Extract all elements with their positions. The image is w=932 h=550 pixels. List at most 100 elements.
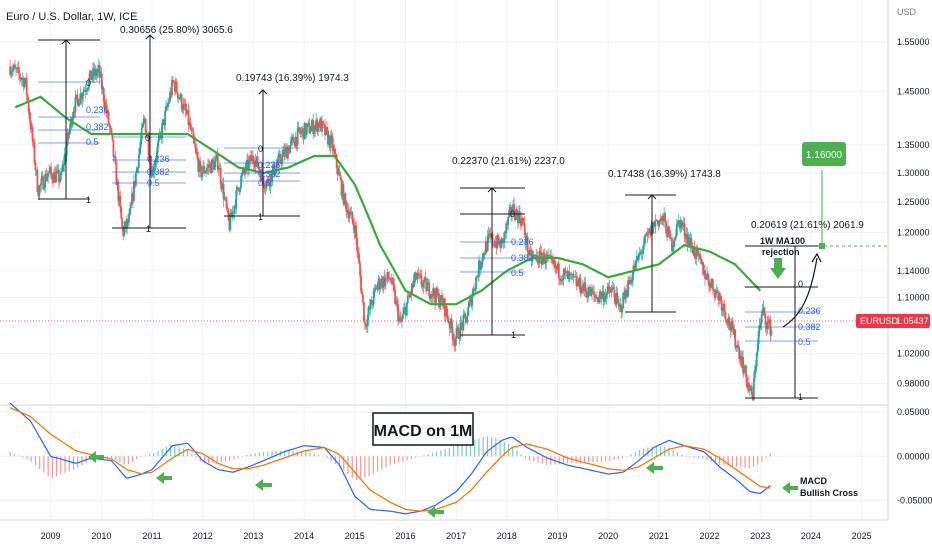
candle-body xyxy=(514,215,516,221)
candle-body xyxy=(235,190,238,209)
candle-body xyxy=(438,293,440,308)
price-tick-label: 1.45000 xyxy=(897,87,930,97)
candle-body xyxy=(709,286,711,288)
candle-body xyxy=(431,294,434,297)
candle-body xyxy=(373,288,376,291)
candle-body xyxy=(344,193,347,202)
candle-body xyxy=(607,286,610,287)
candle-body xyxy=(522,222,525,224)
macd-histogram-bar xyxy=(731,456,733,466)
candle-body xyxy=(660,218,663,222)
candle-body xyxy=(365,325,368,327)
candle-body xyxy=(390,279,393,283)
year-tick-label: 2012 xyxy=(193,531,213,541)
candle-body xyxy=(186,109,189,114)
candle-body xyxy=(711,279,714,290)
candle-body xyxy=(724,312,727,320)
candle-body xyxy=(29,119,32,130)
year-tick-label: 2016 xyxy=(395,531,415,541)
candle-body xyxy=(18,73,21,79)
candle-body xyxy=(448,323,451,329)
candle-body xyxy=(128,214,130,223)
macd-histogram-bar xyxy=(752,456,755,467)
candle-body xyxy=(767,321,770,323)
candle-body xyxy=(77,98,80,107)
macd-histogram-bar xyxy=(427,454,429,457)
price-tick-label: 1.10000 xyxy=(897,292,930,302)
candle-body xyxy=(248,160,250,171)
candle-body xyxy=(49,167,51,172)
candle-body xyxy=(766,321,769,329)
macd-histogram-bar xyxy=(414,456,417,458)
candle-body xyxy=(349,212,352,216)
candle-body xyxy=(168,101,170,104)
candle-body xyxy=(142,119,145,125)
candle-body xyxy=(341,184,344,196)
candle-body xyxy=(616,293,619,300)
currency-label: USD xyxy=(897,7,917,17)
macd-histogram-bar xyxy=(195,456,197,458)
candle-body xyxy=(718,295,721,301)
candle-body xyxy=(468,301,471,307)
candle-body xyxy=(230,212,233,218)
candle-body xyxy=(596,297,599,302)
macd-histogram-bar xyxy=(178,446,180,457)
candle-body xyxy=(492,243,495,245)
candle-body xyxy=(194,143,197,148)
candle-body xyxy=(730,321,733,331)
macd-histogram-bar xyxy=(216,456,218,463)
candle-body xyxy=(727,317,730,324)
candle-body xyxy=(626,296,628,298)
candle-body xyxy=(689,238,692,245)
candle-body xyxy=(166,106,168,108)
macd-histogram-bar xyxy=(360,456,362,479)
candle-body xyxy=(144,118,147,133)
price-tick-label: 1.20000 xyxy=(897,228,930,238)
candle-body xyxy=(263,184,266,189)
candle-body xyxy=(542,252,545,259)
candle-body xyxy=(556,266,558,270)
candle-body xyxy=(300,131,303,134)
candle-body xyxy=(523,223,526,236)
candle-body xyxy=(378,278,381,290)
fib-label-0236: 0.236 xyxy=(511,237,534,247)
macd-histogram-bar xyxy=(322,455,324,457)
symbol-title: Euro / U.S. Dollar, 1W, ICE xyxy=(6,11,137,23)
candle-body xyxy=(474,289,476,291)
candle-body xyxy=(541,258,544,265)
candle-body xyxy=(746,377,748,388)
candle-body xyxy=(342,184,345,205)
macd-histogram-bar xyxy=(313,453,315,457)
candle-body xyxy=(477,276,479,278)
macd-histogram-bar xyxy=(136,456,138,460)
candle-body xyxy=(309,131,312,134)
candle-body xyxy=(284,149,286,157)
candle-body xyxy=(288,145,291,154)
fib-label-1: 1 xyxy=(798,392,803,402)
candle-body xyxy=(672,240,675,247)
macd-histogram-bar xyxy=(474,439,476,457)
macd-histogram-bar xyxy=(419,456,421,457)
candle-body xyxy=(154,161,157,167)
measure-label: 0.19743 (16.39%) 1974.3 xyxy=(236,73,349,84)
macd-histogram-bar xyxy=(64,456,66,473)
candle-body xyxy=(76,94,79,99)
candle-body xyxy=(722,304,725,310)
candle-body xyxy=(544,262,547,264)
candle-body xyxy=(89,70,91,78)
fib-set-2013: 0 0.236 0.382 0.5 1 xyxy=(224,144,300,222)
candle-body xyxy=(723,304,726,313)
candle-body xyxy=(576,281,579,286)
candle-body xyxy=(699,254,702,259)
candle-body xyxy=(585,290,588,292)
candle-body xyxy=(461,324,464,330)
candle-body xyxy=(234,205,237,209)
candle-body xyxy=(75,94,78,98)
candle-body xyxy=(24,77,27,81)
candle-body xyxy=(137,154,140,169)
price-tick-label: 0.98000 xyxy=(897,378,930,388)
macd-histogram-bar xyxy=(132,456,134,462)
macd-histogram-bar xyxy=(220,456,222,462)
candle-body xyxy=(84,90,87,92)
candle-body xyxy=(535,255,538,256)
